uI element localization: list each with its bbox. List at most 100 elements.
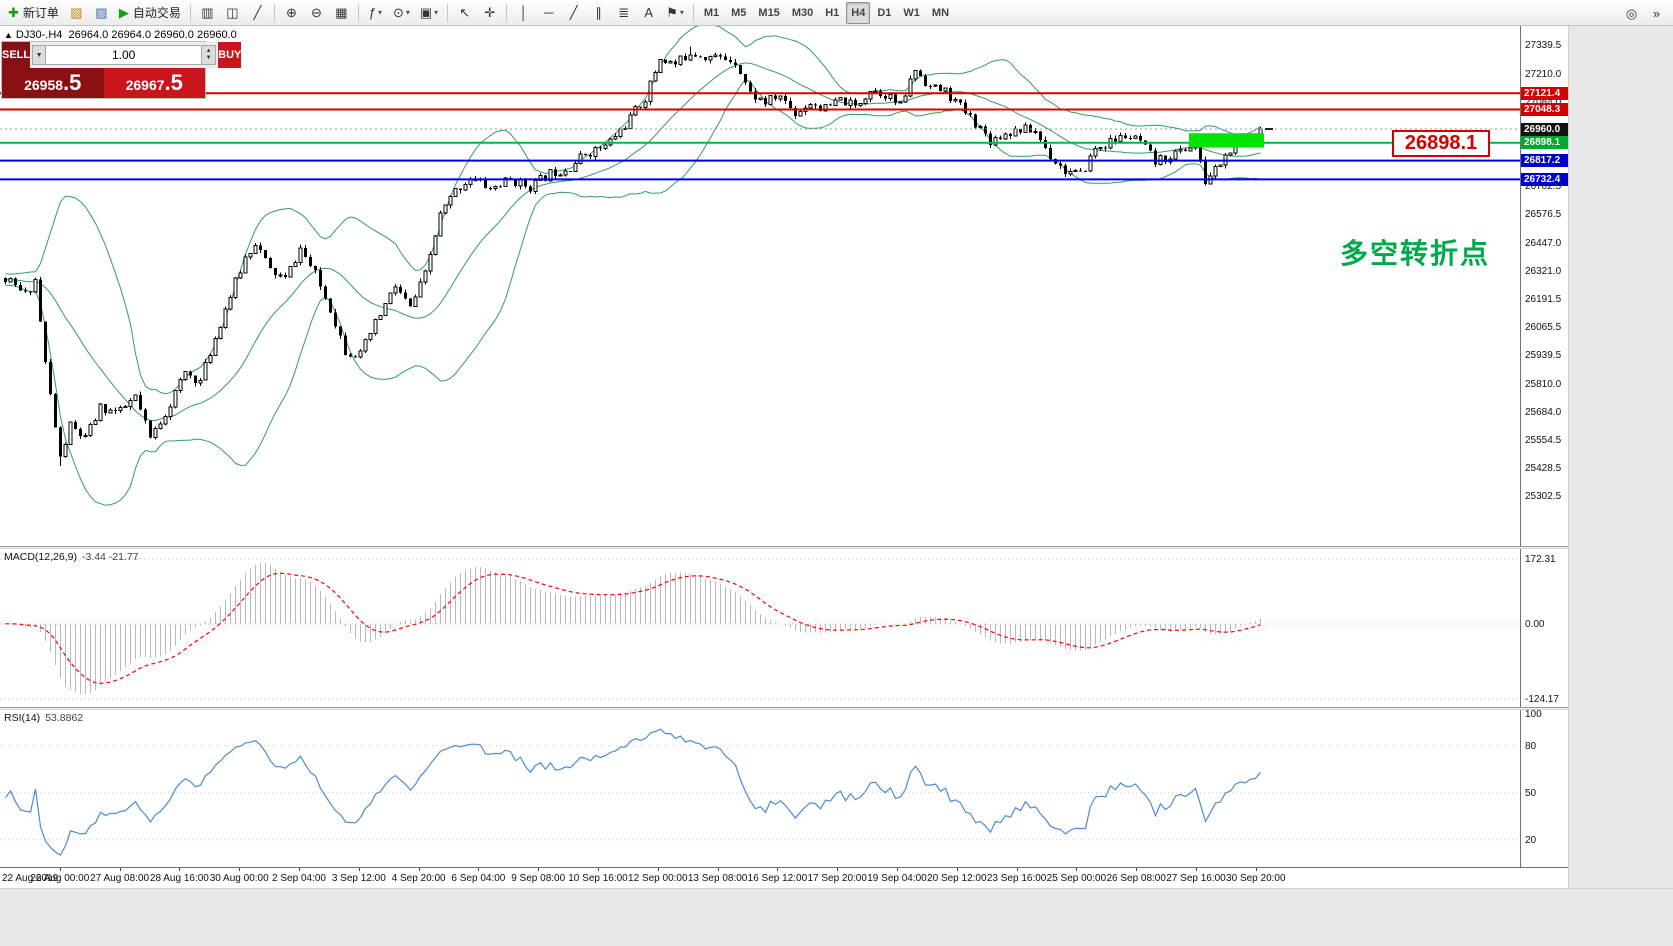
toolbar-separator <box>357 3 359 22</box>
autotrading-button[interactable]: ▶ 自动交易 <box>115 2 185 24</box>
price-tick: 25684.0 <box>1525 407 1562 418</box>
zoom-in-button[interactable]: ⊕ <box>280 2 303 24</box>
time-label: 26 Aug 00:00 <box>30 873 90 884</box>
templates-button[interactable]: ▣ ▾ <box>416 2 442 24</box>
time-axis[interactable]: 22 Aug 2019 26 Aug 00:00 27 Aug 08:00 28 Au… <box>0 867 1568 888</box>
time-label: 25 Sep 00:00 <box>1046 873 1107 884</box>
rsi-name: RSI(14) <box>4 712 41 724</box>
clock-icon: ⊙ <box>392 5 404 20</box>
candlestick-chart-button[interactable]: ◫ <box>221 2 244 24</box>
main-chart-panel[interactable]: ▲ DJ30-.H4 26964.0 26964.0 26960.0 26960.… <box>0 26 1520 546</box>
text-tool-icon: A <box>644 5 653 20</box>
new-order-button[interactable]: ✚ 新订单 <box>4 2 63 24</box>
rsi-panel[interactable]: RSI(14) 53.8862 <box>0 710 1520 867</box>
panel-separator[interactable] <box>0 546 1568 549</box>
new-order-button-label: 新订单 <box>22 6 59 20</box>
price-badge-26960.0: 26960.0 <box>1521 123 1568 136</box>
timeframe-h1-button[interactable]: H1 <box>825 6 840 19</box>
timeframe-mn-button[interactable]: MN <box>931 6 950 19</box>
new-chart-button[interactable]: ▧ <box>65 2 88 24</box>
ohlc-values: 26964.0 26964.0 26960.0 26960.0 <box>68 29 237 41</box>
timeframe-w1-button[interactable]: W1 <box>903 6 920 19</box>
fibonacci-icon: ≣ <box>618 5 630 20</box>
toolbar-separator <box>692 3 694 22</box>
time-tick-mark <box>538 868 539 871</box>
price-tick: 26065.5 <box>1525 322 1562 333</box>
time-label: 16 Sep 12:00 <box>747 873 808 884</box>
spinner-up-icon: ▲ <box>205 48 212 55</box>
price-tick: 26576.5 <box>1525 209 1562 220</box>
time-label: 2 Sep 04:00 <box>272 873 326 884</box>
sell-price-main: 26958 <box>24 77 64 93</box>
volume-control: ▼ ▲▼ <box>30 42 219 68</box>
time-tick-mark <box>1136 868 1137 871</box>
volume-spinner[interactable]: ▲ ▼ <box>202 45 217 65</box>
arrows-tool-button[interactable]: ⚑ ▾ <box>662 2 688 24</box>
vertical-line-button[interactable]: │ <box>512 2 535 24</box>
zoom-out-button[interactable]: ⊖ <box>305 2 328 24</box>
timeframe-m5-button[interactable]: M5 <box>731 6 747 19</box>
price-tick: 27210.0 <box>1525 69 1562 80</box>
channel-button[interactable]: ∥ <box>587 2 610 24</box>
buy-price[interactable]: 26967.5 <box>103 68 205 98</box>
horizontal-line-button[interactable]: ─ <box>537 2 560 24</box>
trendline-button[interactable]: ╱ <box>562 2 585 24</box>
time-tick-mark <box>478 868 479 871</box>
toolbar-search-button[interactable]: ◎ <box>1620 2 1643 24</box>
rsi-axis-tick: 50 <box>1525 788 1537 799</box>
spinner-down-icon: ▼ <box>205 55 212 61</box>
autotrading-play-icon: ▶ <box>118 5 129 20</box>
time-label: 23 Sep 16:00 <box>986 873 1047 884</box>
time-tick-mark <box>120 868 121 871</box>
pivot-price-label[interactable]: 26898.1 <box>1392 130 1490 157</box>
volume-dropdown-button[interactable]: ▼ <box>32 45 47 65</box>
indicators-button[interactable]: ƒ ▾ <box>364 2 387 24</box>
cursor-button[interactable]: ↖ <box>453 2 476 24</box>
profiles-button[interactable]: ▨ <box>90 2 113 24</box>
tick-up-icon: ▲ <box>4 30 13 40</box>
macd-name: MACD(12,26,9) <box>4 551 77 563</box>
price-axis[interactable]: 27339.5 27210.0 27084.0 26702.5 26576.5 26447… <box>1520 26 1568 867</box>
price-tick: 25810.0 <box>1525 379 1562 390</box>
sell-button[interactable]: SELL <box>2 42 31 68</box>
line-chart-button[interactable]: ╱ <box>246 2 269 24</box>
zoom-in-icon: ⊕ <box>285 5 297 20</box>
arrows-tool-icon: ⚑ <box>666 5 678 20</box>
panel-separator[interactable] <box>0 707 1568 710</box>
time-tick-mark <box>957 868 958 871</box>
chevron-down-icon: ▾ <box>434 8 439 17</box>
periods-button[interactable]: ⊙ ▾ <box>389 2 414 24</box>
timeframe-m30-button[interactable]: M30 <box>791 6 814 19</box>
profiles-icon: ▨ <box>95 5 108 20</box>
candlestick-icon: ◫ <box>226 5 239 20</box>
price-tick: 26191.5 <box>1525 294 1562 305</box>
volume-input[interactable] <box>46 45 203 65</box>
timeframe-m1-button[interactable]: M1 <box>703 6 720 19</box>
tile-windows-icon: ▦ <box>335 5 348 20</box>
fibonacci-button[interactable]: ≣ <box>612 2 635 24</box>
one-click-trading-panel: SELL ▼ ▲▼ BUY 26958.5 26967.5 <box>2 42 242 98</box>
indicators-icon: ƒ <box>368 5 377 20</box>
text-tool-button[interactable]: A <box>637 2 660 24</box>
price-badge-27121.4: 27121.4 <box>1521 87 1568 100</box>
buy-button[interactable]: BUY <box>218 42 242 68</box>
bar-chart-button[interactable]: ▥ <box>196 2 219 24</box>
sell-price-frac: .5 <box>63 70 82 95</box>
sell-price[interactable]: 26958.5 <box>2 68 104 98</box>
chart-annotation[interactable]: 多空转折点 <box>1340 238 1491 269</box>
time-label: 28 Aug 16:00 <box>149 873 209 884</box>
timeframe-h4-button[interactable]: H4 <box>846 1 871 24</box>
time-label: 3 Sep 12:00 <box>331 873 386 884</box>
chevron-down-icon: ▾ <box>679 8 684 17</box>
overflow-icon: » <box>1652 5 1661 21</box>
tile-windows-button[interactable]: ▦ <box>330 2 353 24</box>
timeframe-m15-button[interactable]: M15 <box>758 6 780 19</box>
crosshair-button[interactable]: ✛ <box>478 2 501 24</box>
timeframe-d1-button[interactable]: D1 <box>877 6 892 19</box>
toolbar-more-button[interactable]: » <box>1645 2 1668 24</box>
price-tick: 27339.5 <box>1525 40 1562 51</box>
time-tick-mark <box>359 868 360 871</box>
bear-candles <box>4 55 1247 457</box>
time-label: 17 Sep 20:00 <box>807 873 867 884</box>
macd-panel[interactable]: MACD(12,26,9) -3.44 -21.77 <box>0 549 1520 707</box>
